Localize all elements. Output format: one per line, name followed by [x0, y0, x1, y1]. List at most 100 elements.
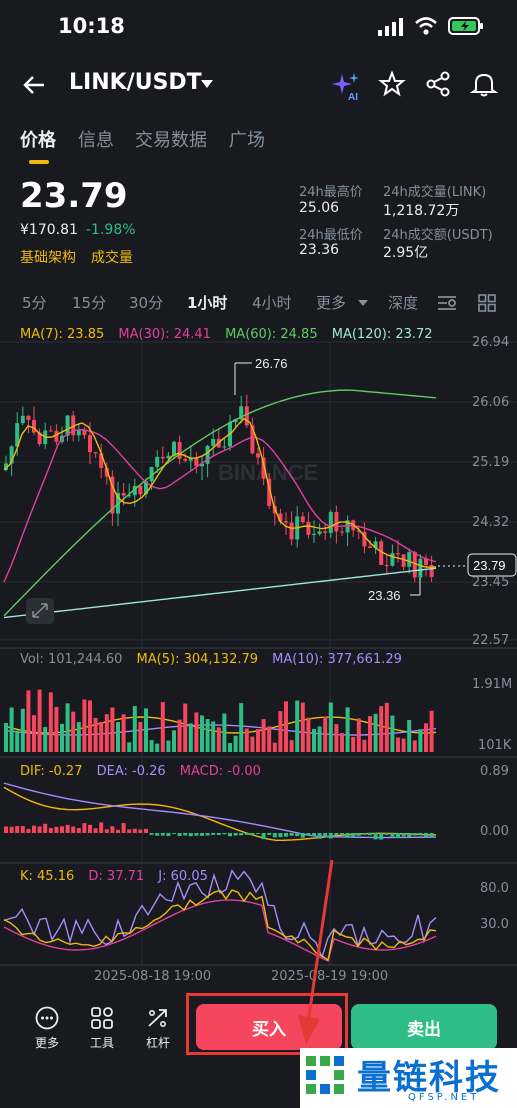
vol-ma5-label: MA(5): 304,132.79 — [136, 652, 259, 667]
volume-bar — [172, 730, 176, 752]
macd-bar — [317, 833, 322, 839]
low-label: 24h最低价 — [299, 228, 363, 243]
macd-bar — [71, 826, 76, 833]
volume-bar — [306, 717, 311, 752]
candle-body — [278, 513, 283, 522]
low-annotation: 23.36 — [368, 578, 421, 603]
volume-bar — [160, 702, 165, 752]
candle-body — [54, 430, 59, 442]
tab-trading-data[interactable]: 交易数据 — [135, 130, 207, 151]
wifi-icon — [415, 17, 437, 35]
candle-body — [244, 406, 249, 426]
interval-more[interactable]: 更多 — [316, 294, 347, 312]
candle-body — [99, 453, 104, 468]
interval-1h[interactable]: 1小时 — [187, 294, 228, 312]
candle-body — [166, 455, 171, 459]
candle-body — [300, 516, 305, 522]
volume-bar — [32, 715, 36, 752]
macd-bar — [54, 826, 59, 833]
volume-bar — [351, 736, 356, 752]
interval-5m[interactable]: 5分 — [22, 294, 47, 312]
more-caret-icon[interactable] — [357, 298, 369, 308]
volume-bar — [340, 733, 344, 752]
interval-30m[interactable]: 30分 — [129, 294, 164, 312]
macd-bar — [172, 833, 176, 834]
tag-fundamentals[interactable]: 基础架构 — [20, 250, 76, 266]
bell-icon[interactable] — [470, 70, 498, 98]
price-axis-label: 24.32 — [472, 515, 510, 530]
site-watermark-domain: QFSP.NET — [408, 1092, 480, 1103]
leverage-button[interactable]: 杠杆 — [138, 1006, 178, 1051]
price-axis-label: 26.06 — [472, 395, 510, 410]
macd-bar — [390, 833, 395, 837]
volume-bar — [323, 716, 328, 752]
interval-4h[interactable]: 4小时 — [252, 294, 292, 312]
share-icon[interactable] — [424, 70, 452, 98]
pair-title[interactable]: LINK/USDT — [69, 70, 202, 95]
volume-bar — [228, 743, 232, 752]
j-label: J: 60.05 — [158, 869, 208, 884]
annotation-arrow — [298, 859, 334, 1045]
candle-body — [48, 430, 53, 432]
more-button[interactable]: 更多 — [27, 1006, 67, 1051]
macd-bar — [200, 833, 204, 836]
macd-bar — [228, 833, 232, 837]
volume-bar — [239, 703, 244, 752]
interval-15m[interactable]: 15分 — [72, 294, 107, 312]
time-axis-label: 2025-08-19 19:00 — [271, 969, 389, 984]
macd-bar — [306, 833, 311, 836]
candle-body — [362, 531, 367, 547]
interval-depth[interactable]: 深度 — [388, 294, 419, 312]
candle-body — [121, 492, 126, 496]
ma120-label: MA(120): 23.72 — [331, 327, 433, 342]
tab-square[interactable]: 广场 — [229, 130, 265, 151]
volume-bar — [183, 703, 188, 752]
kdj-axis-label: 80.0 — [480, 881, 509, 896]
candle-body — [256, 453, 260, 458]
d-line — [3, 899, 437, 963]
status-time: 10:18 — [58, 14, 125, 38]
volume-bar — [233, 735, 238, 752]
volume-bar — [200, 715, 204, 752]
macd-bar — [295, 833, 300, 837]
tab-price[interactable]: 价格 — [20, 130, 56, 151]
ma120-line — [3, 567, 437, 619]
volume-bar — [362, 739, 367, 752]
star-icon[interactable] — [378, 70, 406, 98]
chevron-down-icon[interactable] — [200, 78, 214, 90]
macd-bar — [160, 833, 165, 836]
macd-bar — [4, 826, 8, 833]
ai-sparkle-icon[interactable]: AI — [330, 70, 362, 102]
candlestick-chart[interactable]: BINANCE 26.76 23.36 23.79 — [0, 320, 517, 970]
expand-icon[interactable] — [26, 598, 54, 624]
layout-grid-icon[interactable] — [478, 294, 496, 312]
candle-body — [396, 553, 400, 555]
volume-bar — [345, 707, 350, 752]
buy-button[interactable]: 买入 — [196, 1004, 342, 1050]
volume-bar — [317, 726, 322, 752]
ma60-line — [3, 389, 437, 617]
candle-body — [20, 415, 25, 424]
indicator-settings-icon[interactable] — [437, 294, 457, 312]
leverage-label: 杠杆 — [145, 1036, 170, 1050]
candle-body — [233, 419, 238, 423]
tag-volume[interactable]: 成交量 — [91, 250, 133, 266]
candle-body — [412, 552, 417, 578]
volume-bar — [9, 707, 14, 752]
volume-bar — [20, 708, 25, 752]
macd-bar — [93, 828, 98, 833]
macd-bar — [267, 833, 272, 835]
volume-bar — [295, 700, 300, 752]
tab-info[interactable]: 信息 — [78, 130, 114, 151]
vol-ma10-label: MA(10): 377,661.29 — [272, 652, 402, 667]
sell-button[interactable]: 卖出 — [351, 1004, 497, 1050]
back-arrow-icon[interactable] — [20, 70, 50, 100]
candle-body — [205, 445, 210, 464]
macd-bar — [104, 829, 109, 833]
volume-bar — [177, 719, 182, 752]
candle-body — [222, 446, 227, 448]
candle-body — [306, 521, 311, 535]
tools-button[interactable]: 工具 — [82, 1006, 122, 1051]
volume-bar — [99, 721, 104, 752]
candle-body — [76, 429, 81, 436]
